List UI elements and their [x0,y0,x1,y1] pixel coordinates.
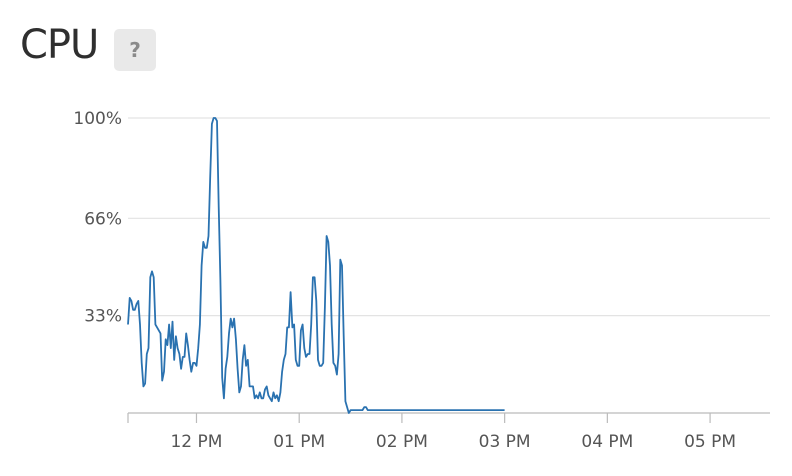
cpu-series-line [127,117,505,414]
x-tick-label: 03 PM [479,432,531,452]
y-tick-label: 33% [84,307,122,327]
y-tick-label: 100% [73,109,122,129]
help-button[interactable]: ? [114,29,156,71]
page-title: CPU [20,22,99,68]
x-tick-label: 12 PM [170,432,222,452]
y-tick-label: 66% [84,209,122,229]
x-tick-label: 02 PM [376,432,428,452]
x-tick-label: 01 PM [273,432,325,452]
x-tick-label: 05 PM [684,432,736,452]
x-tick-label: 04 PM [581,432,633,452]
